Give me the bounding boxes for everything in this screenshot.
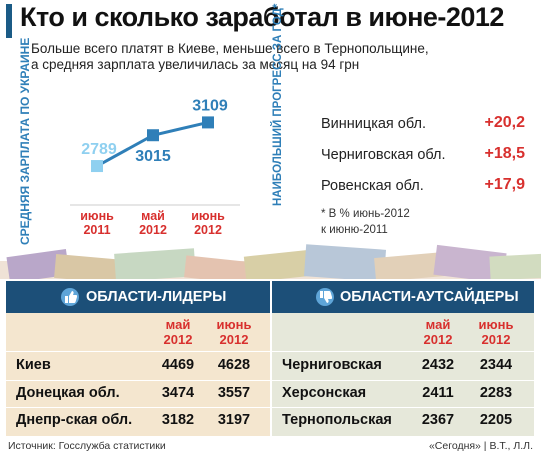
- data-point: [147, 129, 159, 142]
- progress-value: +20,2: [484, 114, 525, 131]
- value-may: 2432: [421, 357, 455, 373]
- outsiders-col-may: май 2012: [416, 317, 460, 347]
- value-june: 3557: [217, 385, 251, 401]
- progress-region: Винницкая обл.: [321, 116, 427, 132]
- thumbs-down-icon: [316, 288, 334, 306]
- col-label: июнь: [478, 317, 514, 332]
- chart-y-axis-label: СРЕДНЯЯ ЗАРПЛАТА ПО УКРАИНЕ: [18, 37, 32, 245]
- table-row: Киев 4469 4628: [6, 353, 270, 379]
- col-year: 2012: [219, 332, 249, 347]
- value-may: 3182: [161, 412, 195, 428]
- progress-row: Винницкая обл. +20,2: [321, 112, 531, 136]
- table-row: Тернопольская 2367 2205: [272, 408, 534, 434]
- title-accent-bar: [6, 4, 12, 38]
- progress-row: Черниговская обл. +18,5: [321, 143, 531, 167]
- region-name: Донецкая обл.: [16, 385, 120, 401]
- outsiders-title: ОБЛАСТИ-АУТСАЙДЕРЫ: [340, 289, 519, 305]
- value-june: 2205: [479, 412, 513, 428]
- data-point: [202, 116, 214, 129]
- region-name: Днепр-ская обл.: [16, 412, 133, 428]
- credit-note: «Сегодня» | В.Т., Л.Л.: [428, 440, 533, 452]
- outsiders-panel: ОБЛАСТИ-АУТСАЙДЕРЫ май 2012 июнь 2012 Че…: [272, 281, 534, 436]
- row-divider: [272, 351, 534, 352]
- col-year: 2012: [423, 332, 453, 347]
- value-may: 2367: [421, 412, 455, 428]
- data-label: 2789: [81, 141, 117, 158]
- value-june: 2283: [479, 385, 513, 401]
- progress-value: +18,5: [484, 145, 525, 162]
- col-label: май: [165, 317, 191, 332]
- table-row: Черниговская 2432 2344: [272, 353, 534, 379]
- footnote-line-2: к июню-2011: [321, 224, 388, 236]
- x-tick-year: 2011: [83, 223, 110, 237]
- value-may: 4469: [161, 357, 195, 373]
- page-subtitle: Больше всего платят в Киеве, меньше всег…: [31, 41, 531, 73]
- page-title: Кто и сколько заработал в июне-2012: [20, 2, 504, 32]
- banknotes-illustration: [0, 244, 541, 279]
- footnote-line-1: * В % июнь-2012: [321, 208, 410, 220]
- outsiders-col-june: июнь 2012: [474, 317, 518, 347]
- leaders-col-june: июнь 2012: [212, 317, 256, 347]
- outsiders-header: ОБЛАСТИ-АУТСАЙДЕРЫ: [272, 281, 534, 313]
- row-divider: [272, 380, 534, 381]
- progress-footnote: * В % июнь-2012 к июню-2011: [321, 206, 410, 238]
- col-label: июнь: [216, 317, 252, 332]
- value-may: 3474: [161, 385, 195, 401]
- x-tick-label: май: [141, 209, 165, 223]
- value-may: 2411: [422, 385, 454, 401]
- region-name: Черниговская: [282, 357, 382, 373]
- progress-vertical-label: НАИБОЛЬШИЙ ПРОГРЕСС ЗА ГОД*: [272, 3, 284, 206]
- col-year: 2012: [481, 332, 511, 347]
- x-tick-year: 2012: [139, 223, 167, 237]
- value-june: 3197: [217, 412, 251, 428]
- row-divider: [6, 351, 270, 352]
- row-divider: [6, 407, 270, 408]
- table-row: Донецкая обл. 3474 3557: [6, 381, 270, 407]
- progress-region: Черниговская обл.: [321, 147, 446, 163]
- x-tick-label: июнь: [80, 209, 114, 223]
- region-name: Киев: [16, 357, 51, 373]
- leaders-header: ОБЛАСТИ-ЛИДЕРЫ: [6, 281, 270, 313]
- subtitle-line-1: Больше всего платят в Киеве, меньше всег…: [31, 41, 429, 56]
- progress-row: Ровенская обл. +17,9: [321, 174, 531, 198]
- region-name: Тернопольская: [282, 412, 392, 428]
- value-june: 2344: [479, 357, 513, 373]
- leaders-col-may: май 2012: [156, 317, 200, 347]
- progress-value: +17,9: [484, 176, 525, 193]
- progress-region: Ровенская обл.: [321, 178, 424, 194]
- row-divider: [6, 380, 270, 381]
- table-row: Херсонская 2411 2283: [272, 381, 534, 407]
- region-name: Херсонская: [282, 385, 367, 401]
- subtitle-line-2: а средняя зарплата увеличилась за месяц …: [31, 57, 360, 72]
- row-divider: [272, 407, 534, 408]
- col-year: 2012: [163, 332, 193, 347]
- x-tick-label: июнь: [191, 209, 225, 223]
- table-row: Днепр-ская обл. 3182 3197: [6, 408, 270, 434]
- leaders-panel: ОБЛАСТИ-ЛИДЕРЫ май 2012 июнь 2012 Киев 4…: [6, 281, 270, 436]
- leaders-title: ОБЛАСТИ-ЛИДЕРЫ: [86, 289, 227, 305]
- data-label: 3109: [192, 97, 228, 114]
- x-tick-year: 2012: [194, 223, 222, 237]
- col-label: май: [425, 317, 451, 332]
- value-june: 4628: [217, 357, 251, 373]
- source-note: Источник: Госслужба статистики: [8, 440, 166, 452]
- data-label: 3015: [135, 148, 171, 165]
- data-point: [91, 160, 103, 173]
- thumbs-up-icon: [61, 288, 79, 306]
